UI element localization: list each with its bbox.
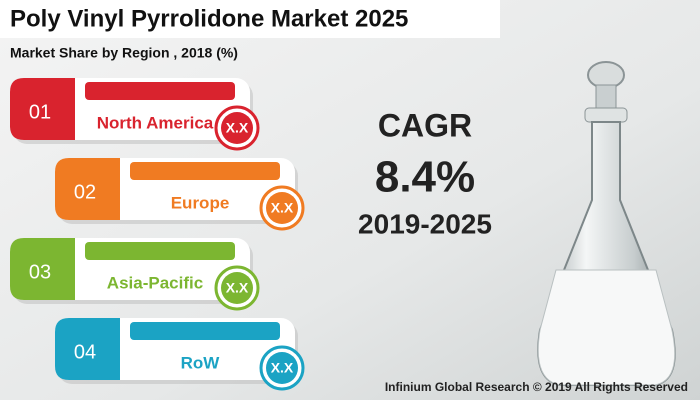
region-name: Asia-Pacific (107, 273, 203, 292)
title-box (0, 0, 500, 38)
value-circle-inner (266, 192, 298, 224)
number-tab (10, 78, 75, 140)
subtitle: Market Share by Region , 2018 (%) (10, 45, 238, 61)
region-value: X.X (226, 280, 249, 296)
number-tab (55, 158, 120, 220)
title: Poly Vinyl Pyrrolidone Market 2025 (10, 5, 408, 32)
region-name: RoW (181, 353, 221, 372)
value-circle-inner (221, 112, 253, 144)
region-number: 03 (29, 261, 51, 283)
flask (537, 61, 676, 386)
region-number: 04 (74, 341, 96, 363)
region-number: 02 (74, 181, 96, 203)
region-value: X.X (226, 120, 249, 136)
number-tab (55, 318, 120, 380)
region-value: X.X (271, 360, 294, 376)
value-circle-inner (221, 272, 253, 304)
region-number: 01 (29, 101, 51, 123)
color-bar (85, 82, 235, 100)
footer: Infinium Global Research © 2019 All Righ… (385, 380, 688, 394)
color-bar (130, 322, 280, 340)
region-value: X.X (271, 200, 294, 216)
number-tab (10, 238, 75, 300)
color-bar (85, 242, 235, 260)
cagr-period: 2019-2025 (358, 208, 492, 239)
region-name: Europe (171, 193, 230, 212)
cagr-label: CAGR (378, 107, 472, 143)
region-cards: 01 North America X.X 02 Europe X.X 03 Asia-Paci… (10, 78, 305, 391)
color-bar (130, 162, 280, 180)
cagr-value: 8.4% (375, 153, 475, 202)
value-circle-inner (266, 352, 298, 384)
region-name: North America (97, 113, 214, 132)
